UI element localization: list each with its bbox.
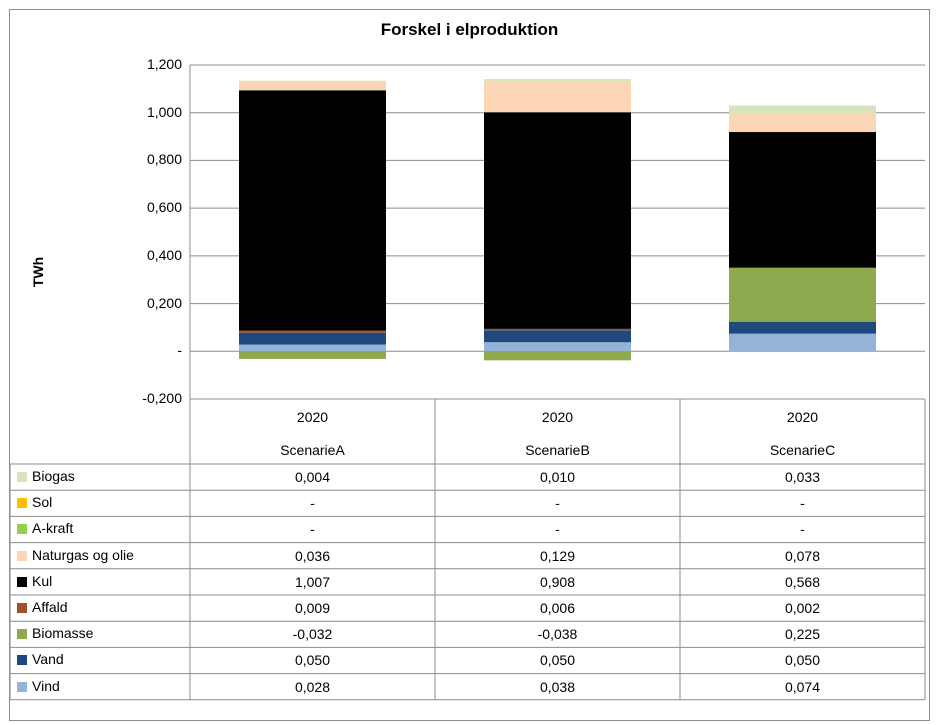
y-tick-label: 1,000 (146, 103, 182, 120)
bar-biomasse (239, 351, 386, 359)
legend-swatch (17, 472, 27, 482)
legend-swatch (17, 498, 27, 509)
bar-affald (484, 328, 631, 331)
bar-affald (239, 330, 386, 333)
bar-vind (239, 344, 386, 352)
data-label: 0,004 (294, 469, 331, 485)
legend-swatch (17, 681, 27, 692)
data-label: 0,078 (784, 547, 821, 564)
bar-biomasse (729, 268, 876, 322)
bar-naturgas-og-olie (239, 81, 386, 91)
data-label: 0,050 (784, 652, 821, 669)
bar-kul (484, 112, 631, 329)
bar-biogas (484, 79, 631, 82)
y-tick-label: - (177, 342, 182, 359)
data-label: 0,225 (784, 626, 821, 643)
legend-label: Affald (32, 599, 68, 615)
bar-vind (484, 342, 631, 352)
chart-title: Forskel i elproduktion (380, 20, 559, 39)
bar-vand (484, 330, 631, 343)
category-scenario-label: ScenarieB (525, 442, 590, 458)
category-scenario-label: ScenarieC (769, 442, 836, 458)
data-label: 0,002 (784, 600, 821, 616)
data-label: -0,038 (537, 626, 578, 643)
bar-vand (239, 332, 386, 345)
data-label: 0,010 (539, 469, 576, 485)
bar-naturgas-og-olie (484, 81, 631, 113)
category-year-label: 2020 (541, 409, 574, 425)
data-label: 0,050 (539, 652, 576, 669)
data-label: -0,032 (292, 626, 333, 643)
legend-swatch (17, 629, 27, 640)
legend-label: Naturgas og olie (32, 546, 134, 563)
data-label: 0,038 (539, 678, 576, 695)
data-label: 0,033 (784, 469, 821, 485)
data-label: 0,568 (784, 573, 821, 590)
y-tick-label: 1,200 (146, 56, 182, 72)
legend-label: Biomasse (32, 625, 94, 642)
legend-label: Sol (32, 494, 53, 511)
data-label: 0,074 (784, 678, 821, 695)
data-label: 0,129 (539, 547, 576, 564)
legend-label: A-kraft (32, 520, 74, 537)
legend-label: Vind (32, 677, 60, 694)
data-label: 0,036 (294, 547, 331, 564)
data-label: - (310, 521, 315, 538)
data-label: - (310, 495, 315, 512)
data-label: 0,908 (539, 573, 576, 590)
legend-swatch (17, 576, 27, 587)
data-label: - (800, 495, 805, 512)
bar-kul (729, 132, 876, 268)
bar-vand (729, 321, 876, 334)
legend-label: Vand (32, 651, 64, 668)
category-year-label: 2020 (786, 409, 819, 425)
legend-swatch (17, 603, 27, 613)
data-label: - (800, 521, 805, 538)
y-tick-label: -0,200 (142, 390, 182, 406)
legend-label: Kul (32, 572, 53, 589)
bar-kul (239, 90, 386, 331)
y-tick-label: 0,800 (146, 151, 182, 168)
bar-biogas (729, 105, 876, 114)
data-label: 0,009 (294, 600, 331, 616)
category-year-label: 2020 (296, 409, 329, 425)
legend-swatch (17, 524, 27, 535)
bar-naturgas-og-olie (729, 113, 876, 133)
legend-label: Biogas (32, 468, 75, 484)
legend-swatch (17, 655, 27, 666)
data-label: - (555, 521, 560, 538)
category-scenario-label: ScenarieA (280, 442, 345, 458)
y-tick-label: 0,200 (146, 294, 182, 311)
legend-swatch (17, 550, 27, 561)
bar-biogas (239, 80, 386, 82)
bar-biomasse (484, 351, 631, 361)
data-label: 0,028 (294, 678, 331, 695)
data-label: 0,006 (539, 600, 576, 616)
y-tick-label: 0,600 (146, 199, 182, 216)
bar-vind (729, 333, 876, 352)
data-label: 1,007 (294, 573, 331, 590)
y-tick-label: 0,400 (146, 246, 182, 263)
data-label: - (555, 495, 560, 512)
data-label: 0,050 (294, 652, 331, 669)
